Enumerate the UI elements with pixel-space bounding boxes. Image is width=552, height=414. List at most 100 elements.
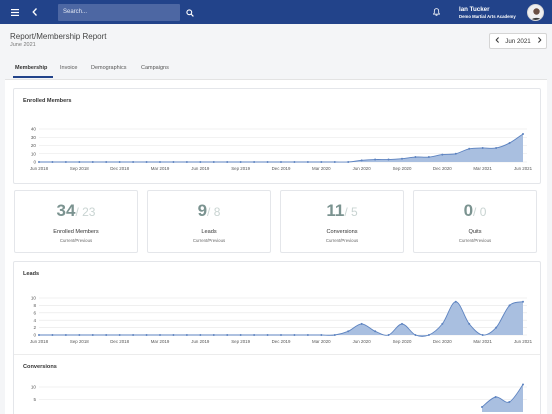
x-tick-label: Mar 2020: [312, 339, 331, 344]
data-point[interactable]: [360, 159, 363, 162]
data-point[interactable]: [495, 146, 498, 149]
data-point[interactable]: [508, 142, 511, 145]
data-point[interactable]: [118, 161, 121, 163]
data-point[interactable]: [401, 322, 403, 325]
data-point[interactable]: [374, 158, 377, 161]
data-point[interactable]: [38, 334, 40, 336]
data-point[interactable]: [427, 334, 430, 336]
avatar[interactable]: [527, 4, 544, 21]
data-point[interactable]: [333, 161, 336, 163]
data-point[interactable]: [172, 334, 175, 336]
data-point[interactable]: [38, 161, 40, 163]
data-point[interactable]: [387, 334, 390, 336]
x-tick-label: Sep 2020: [393, 339, 412, 344]
data-point[interactable]: [508, 401, 511, 403]
data-point[interactable]: [494, 396, 497, 398]
search-input[interactable]: Search...: [58, 4, 180, 21]
data-point[interactable]: [414, 334, 417, 336]
data-point[interactable]: [212, 334, 215, 336]
data-point[interactable]: [441, 322, 444, 325]
data-point[interactable]: [105, 334, 108, 336]
data-point[interactable]: [374, 330, 377, 333]
data-point[interactable]: [266, 334, 269, 336]
data-point[interactable]: [347, 330, 350, 333]
data-point[interactable]: [199, 334, 202, 336]
data-point[interactable]: [132, 161, 135, 163]
data-point[interactable]: [172, 161, 175, 163]
chart-title: Conversions: [23, 364, 57, 370]
data-point[interactable]: [280, 161, 282, 163]
next-month-button[interactable]: [535, 37, 543, 45]
data-point[interactable]: [320, 161, 323, 163]
data-point[interactable]: [64, 334, 67, 336]
data-point[interactable]: [185, 334, 188, 336]
previous-month-button[interactable]: [493, 37, 501, 45]
data-point[interactable]: [387, 158, 390, 161]
data-point[interactable]: [306, 334, 309, 336]
data-point[interactable]: [266, 161, 269, 163]
data-point[interactable]: [508, 304, 511, 307]
data-point[interactable]: [306, 161, 309, 163]
data-point[interactable]: [78, 334, 81, 336]
data-point[interactable]: [481, 334, 484, 336]
series-area: [39, 301, 523, 337]
data-point[interactable]: [159, 334, 161, 336]
data-point[interactable]: [145, 334, 148, 336]
data-point[interactable]: [481, 406, 483, 408]
data-point[interactable]: [280, 334, 282, 336]
data-point[interactable]: [51, 161, 54, 163]
menu-icon[interactable]: [8, 0, 22, 24]
data-point[interactable]: [347, 161, 350, 163]
data-point[interactable]: [468, 147, 471, 150]
data-point[interactable]: [185, 161, 188, 163]
data-point[interactable]: [414, 156, 417, 159]
data-point[interactable]: [522, 132, 524, 135]
data-point[interactable]: [212, 161, 215, 163]
back-arrow-icon[interactable]: [28, 0, 42, 24]
x-tick-label: Mar 2020: [312, 166, 331, 171]
data-point[interactable]: [91, 334, 94, 336]
data-point[interactable]: [454, 152, 457, 155]
data-point[interactable]: [468, 322, 471, 325]
tab-campaigns[interactable]: Campaigns: [141, 65, 169, 71]
data-point[interactable]: [522, 300, 524, 303]
data-point[interactable]: [159, 161, 161, 163]
y-tick-label: 10: [31, 151, 37, 156]
search-icon[interactable]: [183, 4, 197, 21]
data-point[interactable]: [253, 334, 256, 336]
tab-invoice[interactable]: Invoice: [60, 65, 78, 71]
data-point[interactable]: [239, 161, 242, 163]
data-point[interactable]: [320, 334, 323, 336]
data-point[interactable]: [293, 334, 296, 336]
data-point[interactable]: [118, 334, 121, 336]
tab-membership[interactable]: Membership: [15, 65, 48, 71]
data-point[interactable]: [145, 161, 148, 163]
data-point[interactable]: [239, 334, 242, 336]
data-point[interactable]: [199, 161, 202, 163]
bell-icon[interactable]: [429, 0, 443, 24]
data-point[interactable]: [427, 156, 430, 159]
data-point[interactable]: [91, 161, 94, 163]
data-point[interactable]: [454, 300, 457, 303]
data-point[interactable]: [401, 157, 403, 160]
data-point[interactable]: [226, 161, 229, 163]
stat-previous-value: 8: [213, 205, 221, 219]
data-point[interactable]: [441, 153, 444, 156]
tab-demographics[interactable]: Demographics: [91, 65, 127, 71]
x-tick-label: Jun 2021: [514, 339, 533, 344]
data-point[interactable]: [360, 322, 363, 325]
data-point[interactable]: [495, 326, 498, 329]
user-name[interactable]: Ian Tucker: [459, 6, 490, 13]
data-point[interactable]: [105, 161, 108, 163]
data-point[interactable]: [51, 334, 54, 336]
data-point[interactable]: [293, 161, 296, 163]
data-point[interactable]: [132, 334, 135, 336]
data-point[interactable]: [522, 383, 524, 386]
x-tick-label: Jun 2018: [30, 339, 49, 344]
data-point[interactable]: [78, 161, 81, 163]
data-point[interactable]: [226, 334, 229, 336]
data-point[interactable]: [481, 146, 484, 149]
data-point[interactable]: [253, 161, 256, 163]
data-point[interactable]: [333, 334, 336, 336]
data-point[interactable]: [64, 161, 67, 163]
